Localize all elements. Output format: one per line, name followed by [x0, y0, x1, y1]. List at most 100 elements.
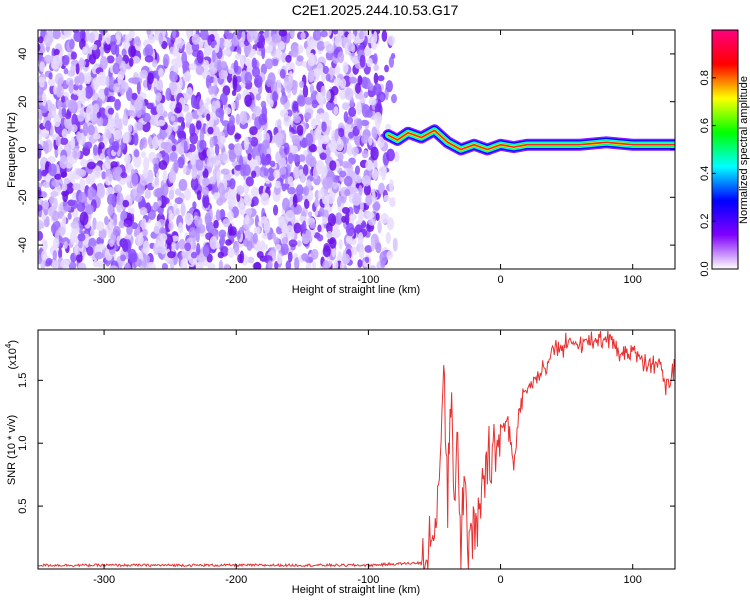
noise-blob: [114, 166, 123, 177]
noise-blob: [355, 82, 361, 94]
snr-scale-note: (x104): [4, 340, 19, 370]
noise-blob: [84, 85, 94, 99]
noise-blob: [326, 230, 333, 240]
noise-blob: [190, 251, 198, 259]
noise-blob: [75, 63, 80, 75]
noise-blob: [158, 160, 168, 170]
noise-blob: [335, 138, 344, 152]
y-tick-label: -40: [17, 237, 29, 253]
noise-blob: [98, 88, 104, 100]
noise-blob: [275, 135, 283, 148]
noise-blob: [244, 71, 253, 84]
noise-blob: [362, 175, 371, 187]
noise-blob: [371, 126, 378, 139]
noise-blob: [304, 229, 312, 239]
noise-blob: [308, 143, 317, 153]
noise-blob: [337, 153, 344, 161]
noise-blob: [329, 141, 338, 153]
noise-blob: [43, 141, 49, 155]
noise-blob: [60, 171, 68, 178]
noise-blob: [314, 198, 319, 208]
noise-blob: [218, 259, 224, 269]
noise-blob: [209, 136, 215, 149]
noise-blob: [231, 89, 237, 96]
noise-blob: [199, 139, 207, 151]
noise-blob: [363, 35, 368, 46]
noise-blob: [339, 30, 344, 37]
noise-blob: [218, 182, 225, 195]
noise-blob: [375, 242, 382, 254]
noise-blob: [299, 173, 306, 184]
noise-blob: [383, 194, 390, 202]
noise-blob: [199, 129, 205, 144]
noise-blob: [301, 253, 309, 262]
noise-blob: [127, 164, 134, 171]
noise-blob: [61, 54, 70, 66]
noise-blob: [211, 126, 220, 137]
noise-blob: [293, 222, 302, 234]
noise-blob: [134, 193, 143, 203]
noise-blob: [244, 256, 249, 263]
noise-blob: [205, 74, 212, 89]
noise-blob: [177, 130, 185, 139]
noise-blob: [69, 38, 75, 50]
noise-blob: [274, 261, 279, 269]
noise-blob: [185, 112, 193, 124]
noise-blob: [162, 53, 170, 68]
noise-blob: [229, 114, 235, 127]
noise-blob: [196, 242, 201, 256]
noise-blob: [251, 170, 257, 179]
noise-blob: [38, 204, 43, 212]
noise-blob: [236, 185, 245, 195]
noise-blob: [303, 185, 309, 197]
noise-blob: [110, 161, 118, 170]
noise-blob: [223, 263, 231, 269]
noise-blob: [207, 126, 214, 135]
noise-blob: [116, 184, 122, 192]
noise-blob: [351, 146, 359, 156]
noise-blob: [334, 65, 341, 76]
noise-blob: [261, 45, 266, 60]
noise-blob: [363, 91, 369, 99]
noise-blob: [207, 35, 212, 46]
noise-blob: [332, 30, 338, 35]
noise-blob: [253, 105, 262, 116]
noise-blob: [260, 192, 270, 206]
noise-blob: [214, 143, 220, 156]
colorbar-tick-label: 0.4: [699, 166, 711, 181]
noise-blob: [279, 108, 289, 118]
noise-blob: [328, 237, 337, 249]
noise-blob: [190, 177, 199, 191]
colorbar-ticks: 0.0 0.2 0.4 0.6 0.8: [699, 70, 716, 277]
noise-blob: [320, 30, 328, 38]
noise-blob: [99, 152, 106, 160]
noise-blob: [311, 99, 319, 109]
noise-blob: [183, 140, 188, 154]
noise-blob: [373, 53, 378, 65]
noise-blob: [55, 84, 64, 98]
noise-blob: [320, 134, 330, 145]
noise-blob: [373, 83, 382, 96]
noise-blob: [168, 220, 174, 231]
noise-blob: [70, 221, 80, 229]
noise-blob: [361, 104, 371, 118]
noise-blob: [346, 145, 353, 157]
colorbar: 0.0 0.2 0.4 0.6 0.8 Normalized spectral ampl…: [699, 29, 750, 277]
noise-blob: [321, 121, 327, 133]
noise-blob: [195, 230, 200, 243]
noise-blob: [161, 40, 168, 50]
noise-blob: [286, 209, 295, 219]
noise-blob: [341, 102, 350, 111]
noise-blob: [342, 61, 349, 74]
noise-blob: [333, 260, 339, 269]
noise-blob: [218, 69, 228, 80]
noise-blob: [359, 201, 364, 211]
noise-blob: [377, 220, 382, 234]
noise-blob: [262, 158, 271, 166]
noise-blob: [350, 246, 358, 256]
noise-blob: [139, 220, 145, 228]
noise-blob: [234, 133, 242, 140]
noise-blob: [239, 202, 246, 216]
noise-blob: [219, 135, 226, 144]
noise-blob: [180, 202, 186, 217]
